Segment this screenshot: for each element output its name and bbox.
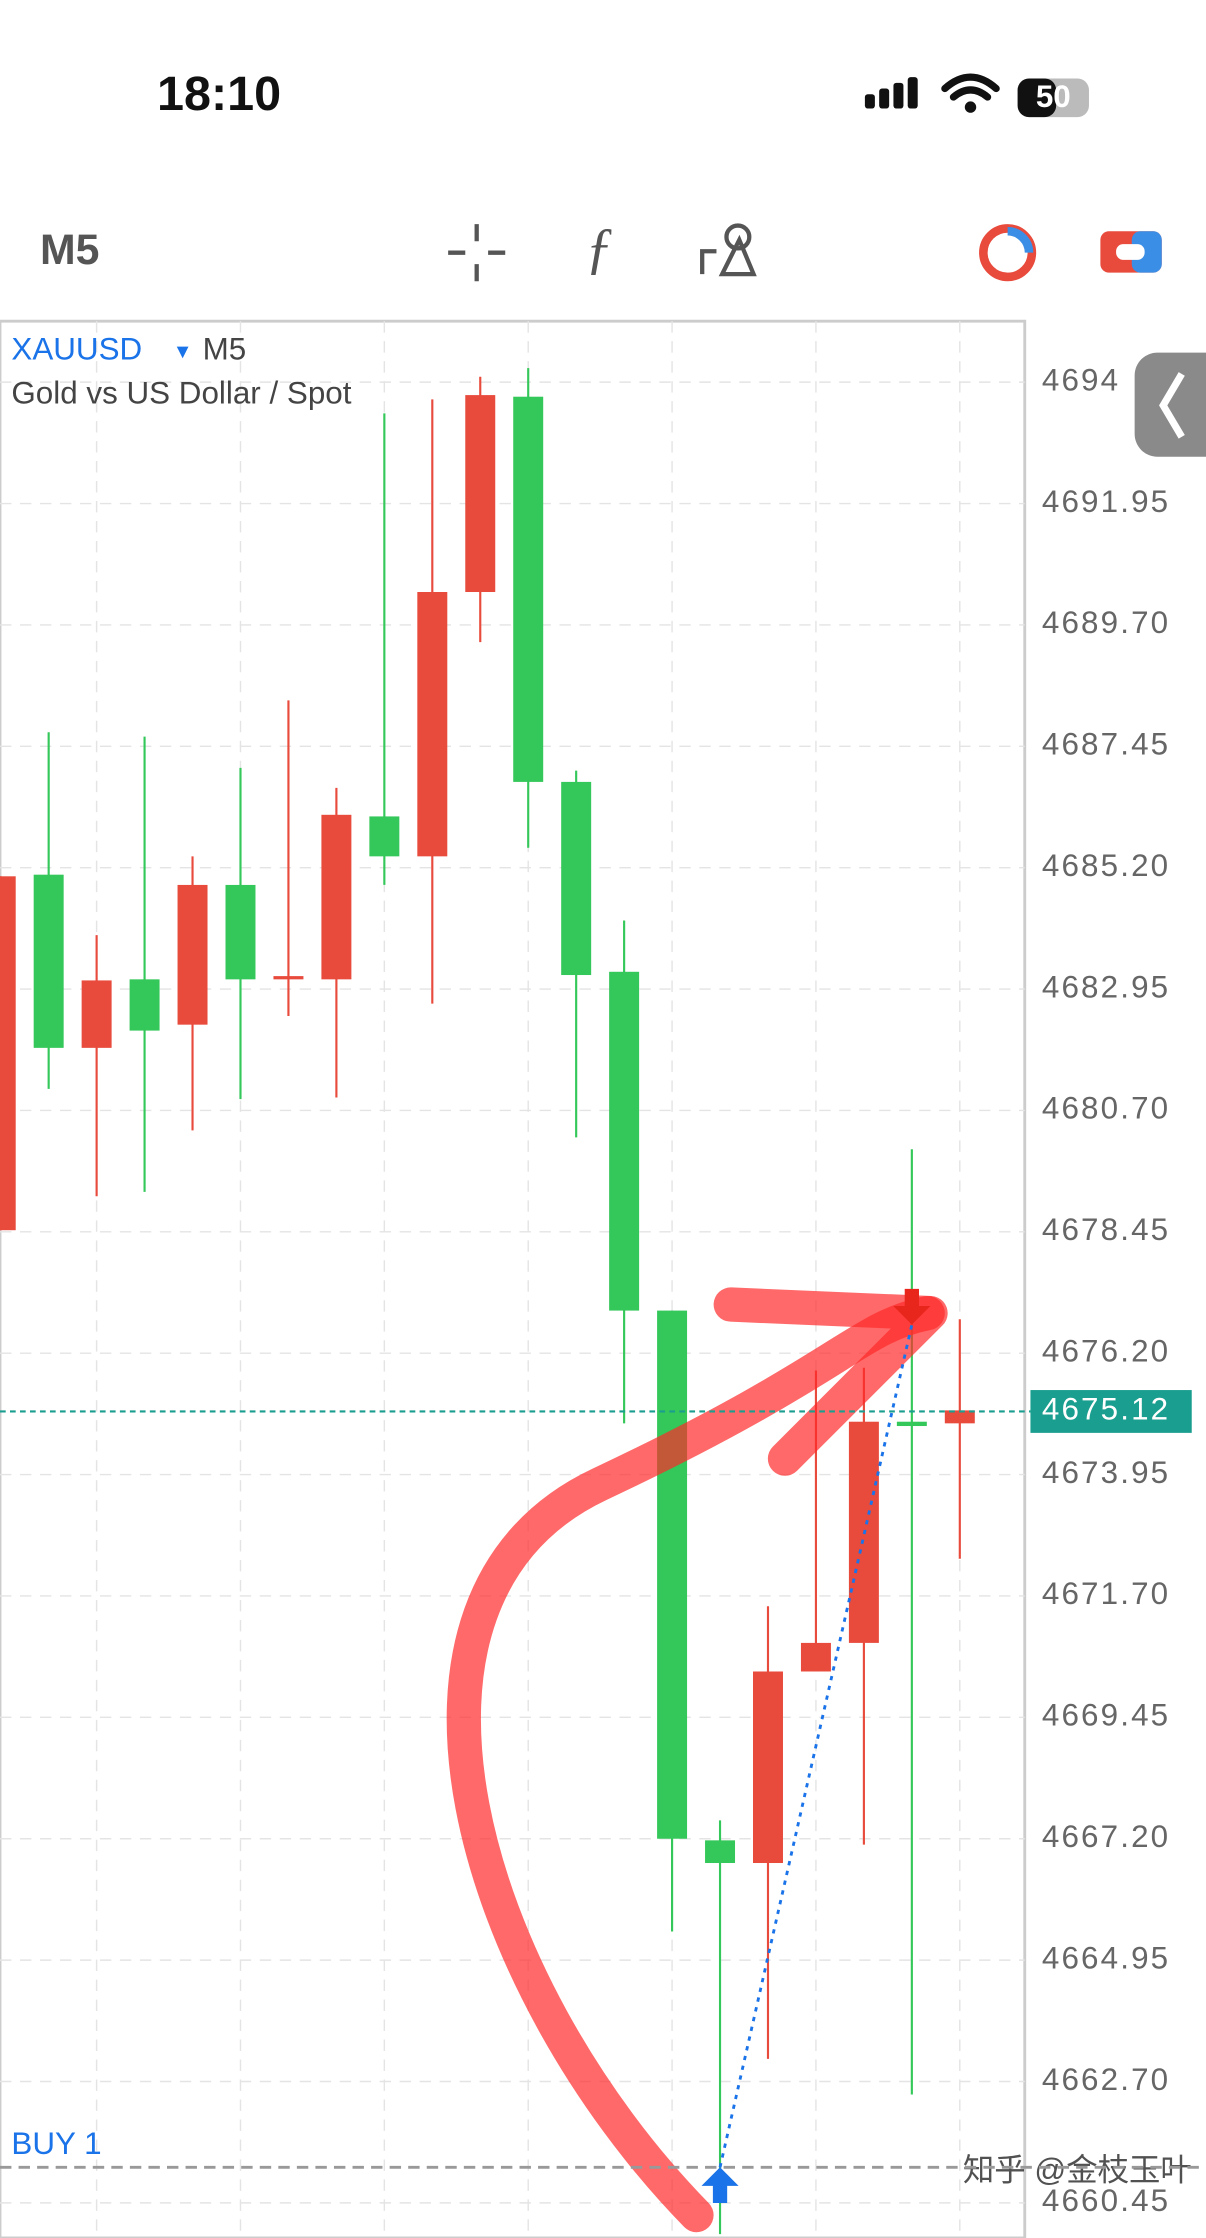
y-tick-label: 4671.70 (1042, 1576, 1170, 1611)
candle-body (33, 874, 64, 1048)
wifi-icon (941, 73, 1000, 101)
y-tick-label: 4662.70 (1042, 2062, 1170, 2097)
annotation-arrow (446, 1287, 948, 2233)
order-label: BUY 1 (11, 2126, 101, 2161)
y-tick-label: 4689.70 (1042, 605, 1170, 640)
battery-level (1017, 78, 1057, 118)
y-tick-label: 4685.20 (1042, 848, 1170, 883)
candle-body (177, 884, 208, 1025)
y-tick-label: 4660.45 (1042, 2183, 1170, 2218)
side-panel-button[interactable] (1134, 352, 1206, 457)
buy-arrow (701, 2167, 739, 2203)
current-price-box (1030, 1390, 1192, 1433)
y-tick-label: 4678.45 (1042, 1212, 1170, 1247)
candle-body (705, 1840, 736, 1864)
wifi-dot (964, 101, 977, 113)
symbol-dropdown[interactable]: ▼ (173, 341, 193, 363)
candle-body (225, 884, 256, 980)
chart-symbol[interactable]: XAUUSD (11, 331, 142, 366)
crosshair-icon[interactable] (448, 224, 506, 282)
y-tick-label: 4680.70 (1042, 1091, 1170, 1126)
y-tick-label: 4687.45 (1042, 727, 1170, 762)
y-tick-label: 4682.95 (1042, 969, 1170, 1004)
watermark: 知乎 @金枝玉叶 (963, 2153, 1192, 2188)
y-tick-label: 4669.45 (1042, 1698, 1170, 1733)
chart-timeframe: M5 (203, 331, 247, 366)
indicator-icon[interactable]: ƒ (585, 217, 614, 280)
objects-icon[interactable] (700, 223, 757, 277)
trade-line (718, 1324, 914, 2168)
sell-arrow (893, 1288, 931, 1325)
signal-icon (864, 77, 918, 109)
status-time: 18:10 (157, 67, 281, 121)
y-tick-label: 4664.95 (1042, 1940, 1170, 1975)
candle-body (273, 976, 304, 980)
candle-body (561, 781, 592, 976)
y-tick-label: 4673.95 (1042, 1455, 1170, 1490)
side-panel-chevron (1159, 372, 1185, 439)
chart-title: Gold vs US Dollar / Spot (11, 376, 351, 411)
candle-body (609, 971, 640, 1311)
toolbar-timeframe[interactable]: M5 (40, 226, 99, 274)
candle-body (321, 814, 352, 980)
trade-icon-half (1131, 231, 1162, 273)
candle-body (0, 876, 16, 1231)
candle-body (465, 395, 496, 593)
candle-body (944, 1410, 975, 1424)
candle-body (753, 1671, 783, 1864)
candle-body (896, 1421, 927, 1427)
candle-body (81, 980, 112, 1048)
trade-icon-center (1116, 244, 1145, 260)
y-tick-label: 4676.20 (1042, 1333, 1170, 1368)
current-price-label: 4675.12 (1042, 1392, 1170, 1427)
y-tick-label: 4667.20 (1042, 1819, 1170, 1854)
candle-body (129, 979, 160, 1031)
candle-body (513, 396, 544, 782)
candle-body (369, 816, 400, 857)
candle-body (417, 592, 448, 857)
y-tick-label: 4694 (1042, 362, 1120, 397)
plot (0, 321, 1025, 2238)
history-icon-arc (1007, 226, 1034, 254)
battery-text: 50 (1036, 79, 1071, 114)
y-tick-label: 4691.95 (1042, 484, 1170, 519)
candle-body (800, 1642, 831, 1672)
candle-body (657, 1310, 688, 1839)
